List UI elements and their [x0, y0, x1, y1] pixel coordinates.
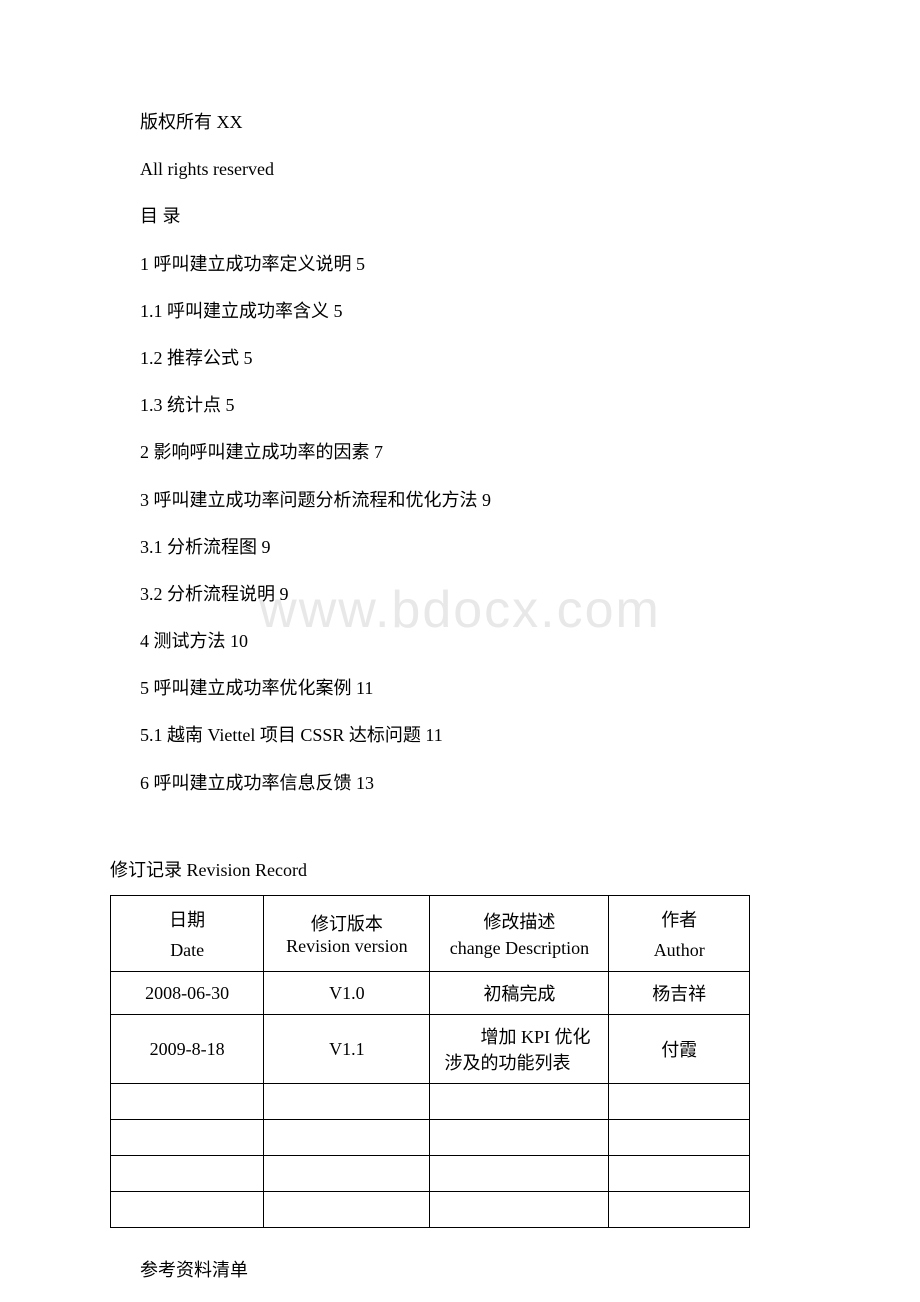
- table-row: 2009-8-18 V1.1 增加 KPI 优化涉及的功能列表 付霞: [111, 1015, 750, 1084]
- header-version-cn: 修订版本: [272, 910, 421, 936]
- cell-date: 2008-06-30: [111, 972, 264, 1015]
- toc-item: 5 呼叫建立成功率优化案例 11: [140, 676, 780, 701]
- table-row-empty: [111, 1192, 750, 1228]
- header-author-cn: 作者: [617, 906, 741, 932]
- table-row: 2008-06-30 V1.0 初稿完成 杨吉祥: [111, 972, 750, 1015]
- table-header-row: 日期 Date 修订版本 Revision version 修改描述 chang…: [111, 896, 750, 972]
- cell-version: V1.0: [264, 972, 430, 1015]
- cell-date: 2009-8-18: [111, 1015, 264, 1084]
- header-version-en: Revision version: [272, 936, 421, 957]
- header-author-en: Author: [617, 940, 741, 961]
- toc-item: 1.3 统计点 5: [140, 393, 780, 418]
- toc-item: 1 呼叫建立成功率定义说明 5: [140, 252, 780, 277]
- document-content: 版权所有 XX All rights reserved 目 录 1 呼叫建立成功…: [0, 0, 920, 1283]
- header-author: 作者 Author: [609, 896, 750, 972]
- header-desc-cn: 修改描述: [438, 908, 600, 934]
- toc-item: 3.1 分析流程图 9: [140, 535, 780, 560]
- copyright-cn: 版权所有 XX: [140, 110, 780, 135]
- toc-item: 1.1 呼叫建立成功率含义 5: [140, 299, 780, 324]
- header-date-en: Date: [119, 940, 255, 961]
- header-date-cn: 日期: [119, 906, 255, 932]
- header-desc-en: change Description: [438, 938, 600, 959]
- table-row-empty: [111, 1156, 750, 1192]
- toc-item: 5.1 越南 Viettel 项目 CSSR 达标问题 11: [140, 723, 780, 748]
- toc-item: 6 呼叫建立成功率信息反馈 13: [140, 771, 780, 796]
- toc-item: 3.2 分析流程说明 9: [140, 582, 780, 607]
- revision-record-table: 日期 Date 修订版本 Revision version 修改描述 chang…: [110, 895, 750, 1228]
- table-row-empty: [111, 1084, 750, 1120]
- toc-title: 目 录: [140, 204, 780, 229]
- toc-item: 2 影响呼叫建立成功率的因素 7: [140, 440, 780, 465]
- copyright-en: All rights reserved: [140, 157, 780, 182]
- cell-desc: 初稿完成: [430, 972, 609, 1015]
- header-desc: 修改描述 change Description: [430, 896, 609, 972]
- toc-item: 3 呼叫建立成功率问题分析流程和优化方法 9: [140, 488, 780, 513]
- revision-record-title: 修订记录 Revision Record: [110, 858, 780, 883]
- toc-item: 1.2 推荐公式 5: [140, 346, 780, 371]
- header-version: 修订版本 Revision version: [264, 896, 430, 972]
- cell-author: 付霞: [609, 1015, 750, 1084]
- cell-version: V1.1: [264, 1015, 430, 1084]
- toc-item: 4 测试方法 10: [140, 629, 780, 654]
- header-date: 日期 Date: [111, 896, 264, 972]
- cell-desc: 增加 KPI 优化涉及的功能列表: [430, 1015, 609, 1084]
- cell-author: 杨吉祥: [609, 972, 750, 1015]
- table-row-empty: [111, 1120, 750, 1156]
- reference-list-title: 参考资料清单: [140, 1258, 780, 1283]
